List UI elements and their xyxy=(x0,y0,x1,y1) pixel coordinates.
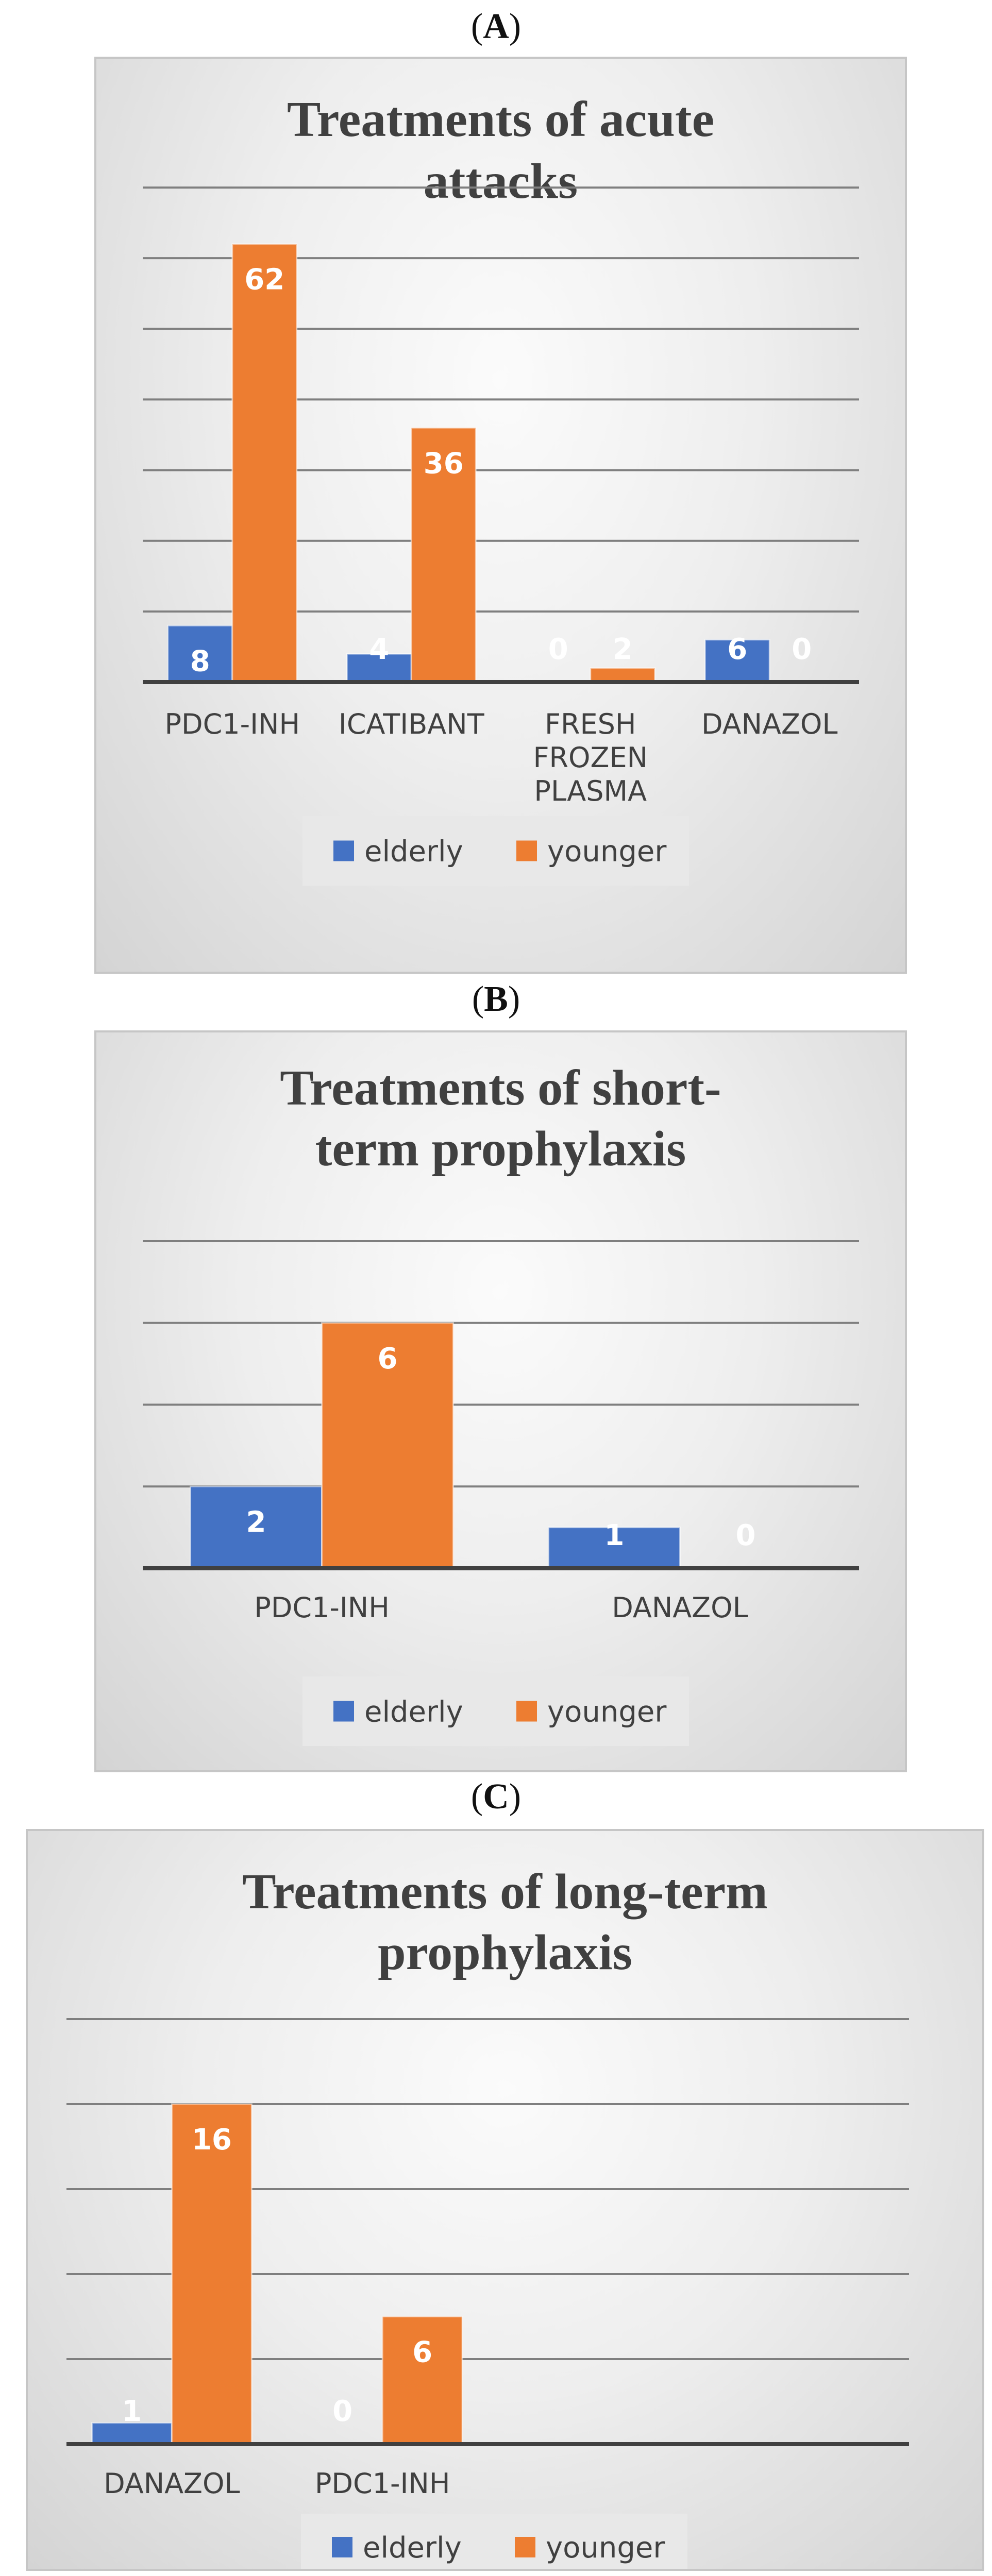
legend-box xyxy=(302,1676,689,1746)
category-label: DANAZOL xyxy=(701,708,838,740)
chart-title-line: Treatments of short- xyxy=(280,1060,721,1116)
bar-elderly xyxy=(346,653,412,683)
legend-swatch-younger xyxy=(516,1701,537,1722)
legend-box xyxy=(302,816,689,886)
category-label: DANAZOL xyxy=(104,2467,240,2500)
data-label: 0 xyxy=(332,2395,352,2428)
data-label: 36 xyxy=(424,447,464,480)
chart-title-line: term prophylaxis xyxy=(315,1121,686,1177)
legend-label: elderly xyxy=(363,2531,462,2565)
legend-label: younger xyxy=(547,835,667,869)
data-label: 62 xyxy=(244,263,284,297)
bar-younger xyxy=(381,2316,463,2445)
category-label: ICATIBANT xyxy=(339,708,485,740)
data-label: 8 xyxy=(190,645,210,678)
category-label: PDC1-INH xyxy=(254,1591,390,1624)
data-label: 2 xyxy=(613,633,633,666)
chart-acute-attacks: Treatments of acute attacks 8 62 PDC1-INH 4 36… xyxy=(94,57,907,974)
panel-label-c: (C) xyxy=(470,1777,522,1817)
bar-younger xyxy=(321,1322,454,1569)
legend-swatch-younger xyxy=(516,840,537,861)
data-label: 2 xyxy=(246,1505,266,1539)
chart-svg: Treatments of acuteattacks862PDC1-INH436… xyxy=(143,92,859,886)
data-label: 6 xyxy=(727,633,747,666)
bar-younger xyxy=(590,667,656,683)
chart-long-term-prophylaxis: Treatments of long-term prophylaxis 1 16 DAN… xyxy=(26,1829,984,2571)
category-label: FROZEN xyxy=(533,741,648,774)
bar-younger xyxy=(410,427,477,683)
bar-younger xyxy=(171,2103,253,2445)
data-label: 1 xyxy=(122,2395,142,2428)
panel-label-a: (A) xyxy=(470,7,522,46)
chart-title-line: Treatments of acute xyxy=(287,92,714,147)
category-label: DANAZOL xyxy=(612,1591,748,1624)
legend-label: elderly xyxy=(364,835,463,869)
legend-swatch-elderly xyxy=(332,2537,352,2557)
legend-swatch-elderly xyxy=(333,1701,354,1722)
data-label: 16 xyxy=(192,2123,232,2157)
legend-swatch-younger xyxy=(515,2537,535,2557)
chart-svg: Treatments of short-term prophylaxis 2 6 PD… xyxy=(143,1060,859,1746)
data-label: 6 xyxy=(378,1342,398,1376)
category-label: PDC1-INH xyxy=(164,708,300,740)
legend-box xyxy=(301,2514,687,2569)
bar-younger xyxy=(231,243,298,683)
data-label: 1 xyxy=(604,1519,625,1552)
data-label: 0 xyxy=(736,1519,756,1552)
legend-label: elderly xyxy=(364,1696,463,1729)
panel-label-b: (B) xyxy=(472,979,520,1019)
chart-short-term-prophylaxis: Treatments of short-term prophylaxis 2 6 PD… xyxy=(94,1030,907,1772)
category-label: PLASMA xyxy=(534,775,647,807)
chart-title-line: attacks xyxy=(424,154,578,209)
data-label: 0 xyxy=(548,633,568,666)
data-label: 0 xyxy=(792,633,812,666)
legend-label: younger xyxy=(547,1696,667,1729)
data-label: 6 xyxy=(412,2336,432,2369)
chart-title-line: Treatments of long-term xyxy=(242,1864,768,1920)
bar-elderly xyxy=(91,2422,173,2445)
chart-title-line: prophylaxis xyxy=(378,1925,632,1980)
category-label: PDC1-INH xyxy=(315,2467,450,2500)
category-label: FRESH xyxy=(545,708,636,740)
legend-swatch-elderly xyxy=(333,840,354,861)
legend-label: younger xyxy=(546,2531,665,2565)
data-label: 4 xyxy=(369,633,389,666)
